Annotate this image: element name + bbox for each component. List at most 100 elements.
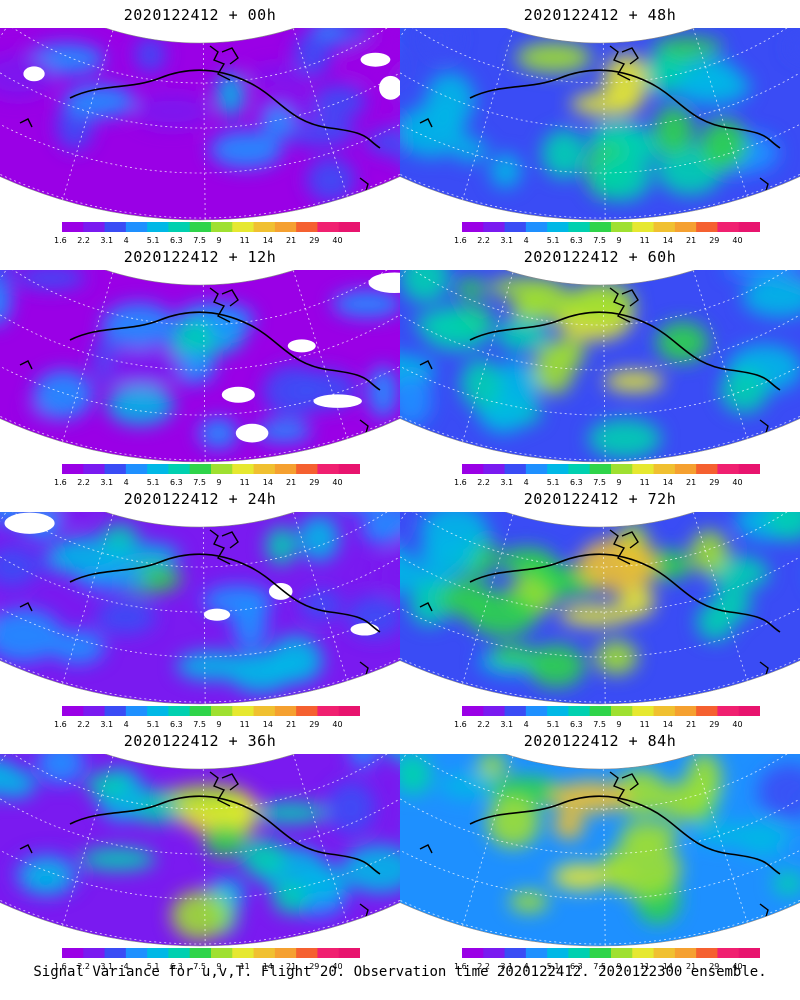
variance-blob — [0, 608, 63, 662]
forecast-panel: 2020122412 + 84h 1.6 2.2 3.1 4 5.1 6.3 7.5 9 11 14… — [400, 726, 800, 971]
panel-title: 2020122412 + 72h — [523, 490, 677, 508]
latitude-line — [0, 512, 400, 703]
colorbar-swatch — [696, 948, 718, 958]
colorbar-tick-label: 3.1 — [500, 720, 514, 729]
colorbar — [462, 706, 760, 716]
colorbar-swatch — [253, 706, 276, 716]
colorbar — [462, 464, 760, 474]
colorbar-swatch — [125, 464, 148, 474]
coastline — [69, 69, 381, 149]
variance-blob — [101, 524, 139, 549]
colorbar-tick-label: 2.2 — [77, 236, 90, 245]
colorbar-tick-label: 3.1 — [100, 478, 114, 487]
variance-blob — [0, 512, 21, 523]
variance-blob — [652, 37, 723, 58]
colorbar-tick-label: 1.6 — [54, 478, 67, 487]
variance-blob — [349, 754, 378, 768]
colorbar-swatch — [147, 706, 169, 716]
coastline — [609, 771, 639, 807]
coastline — [609, 287, 639, 323]
variance-blob — [327, 781, 376, 835]
colorbar-swatch — [632, 464, 655, 474]
variance-blob — [495, 318, 550, 352]
colorbar-tick-label: 3.1 — [100, 236, 114, 245]
colorbar-tick-label: 4 — [523, 962, 529, 971]
colorbar-tick-label: 3.1 — [100, 720, 114, 729]
colorbar-swatch — [547, 706, 569, 716]
colorbar-swatch — [589, 706, 612, 716]
colorbar-tick-label: 14 — [662, 236, 673, 245]
latitude-line — [400, 270, 800, 371]
variance-blob — [385, 45, 400, 72]
variance-blob — [723, 270, 791, 279]
colorbar-swatch — [483, 948, 506, 958]
colorbar-tick-label: 14 — [662, 720, 673, 729]
colorbar-swatch — [189, 222, 212, 232]
variance-map — [400, 28, 800, 221]
latitude-line — [0, 28, 400, 174]
variance-blob — [490, 644, 536, 667]
missing-data-patch — [360, 52, 391, 67]
colorbar-tick-label: 4 — [523, 720, 529, 729]
colorbar-swatch — [632, 222, 655, 232]
panel-title: 2020122412 + 84h — [523, 732, 677, 750]
colorbar-tick-label: 5.1 — [546, 720, 560, 729]
colorbar-swatch — [125, 222, 148, 232]
colorbar-swatch — [717, 464, 740, 474]
coastline — [469, 311, 781, 391]
variance-map — [0, 270, 400, 463]
colorbar-swatch — [274, 464, 297, 474]
variance-blob — [541, 129, 587, 179]
colorbar — [62, 706, 360, 716]
colorbar-swatch — [611, 222, 633, 232]
colorbar-tick-label: 21 — [686, 478, 697, 487]
colorbar-tick-label: 3.1 — [500, 962, 514, 971]
colorbar-tick-label: 9 — [216, 478, 222, 487]
variance-blob — [0, 54, 55, 99]
colorbar-tick-label: 14 — [262, 236, 273, 245]
latitude-line — [0, 28, 400, 129]
colorbar-tick-label: 40 — [732, 236, 743, 245]
colorbar-swatch — [253, 464, 276, 474]
colorbar-labels: 1.6 2.2 3.1 4 5.1 6.3 7.5 9 11 14 21 29 40 — [54, 478, 374, 490]
latitude-line — [0, 754, 400, 855]
coastline — [609, 529, 639, 565]
missing-data-patch — [4, 512, 55, 534]
colorbar-tick-label: 21 — [286, 720, 297, 729]
variance-blob — [552, 336, 585, 369]
variance-blob — [262, 105, 294, 139]
colorbar-swatch — [83, 706, 106, 716]
colorbar-swatch — [317, 706, 340, 716]
latitude-line — [400, 270, 800, 461]
colorbar-swatch — [462, 706, 484, 716]
variance-blob — [527, 644, 585, 688]
panel-title: 2020122412 + 00h — [123, 6, 277, 24]
colorbar-tick-label: 7.5 — [193, 236, 206, 245]
colorbar-swatch — [611, 706, 633, 716]
variance-blob — [0, 546, 38, 587]
colorbar-swatch — [211, 706, 233, 716]
variance-blob — [772, 870, 800, 896]
colorbar-tick-label: 11 — [639, 720, 650, 729]
colorbar-swatch — [253, 948, 276, 958]
coastline — [469, 553, 781, 633]
colorbar-swatch — [125, 706, 148, 716]
colorbar-tick-label: 40 — [732, 962, 743, 971]
missing-data-patch — [350, 623, 379, 636]
variance-blob — [255, 420, 312, 443]
colorbar-swatch — [611, 464, 633, 474]
variance-blob — [516, 287, 588, 321]
forecast-panel: 2020122412 + 48h 1.6 2.2 3.1 4 5.1 6.3 7.5 9 11 14… — [400, 0, 800, 245]
variance-blob — [104, 347, 185, 387]
variance-blob — [375, 551, 400, 598]
colorbar-swatch — [547, 464, 569, 474]
colorbar-tick-label: 21 — [686, 236, 697, 245]
variance-blob — [106, 384, 175, 426]
colorbar-swatch — [462, 948, 484, 958]
missing-data-patch — [203, 608, 231, 621]
colorbar-swatch — [717, 948, 740, 958]
coastline — [69, 311, 381, 391]
colorbar-labels: 1.6 2.2 3.1 4 5.1 6.3 7.5 9 11 14 21 29 40 — [54, 236, 374, 248]
variance-blob — [341, 844, 400, 894]
colorbar-swatch — [232, 222, 255, 232]
